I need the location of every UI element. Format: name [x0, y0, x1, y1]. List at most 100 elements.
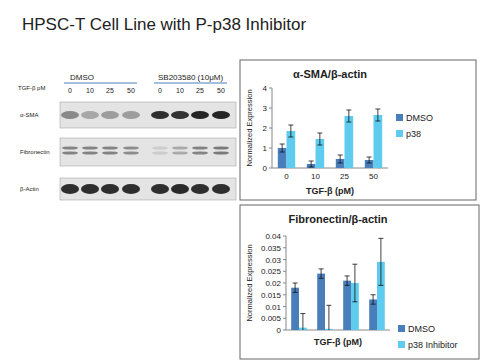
error-cap [352, 264, 357, 265]
chart: Fibronectin/β-actin00.0050.010.0150.020.… [240, 205, 479, 359]
blot-band [191, 111, 209, 119]
legend: DMSOp38 Inhibitor [398, 324, 458, 350]
y-tick-label: 0.035 [261, 244, 282, 253]
blot-band [172, 151, 188, 154]
legend-swatch [398, 325, 405, 332]
blot-band [152, 146, 168, 149]
error-bar [326, 305, 331, 330]
y-tick [283, 271, 286, 272]
error-cap [300, 313, 305, 314]
bar [345, 116, 354, 168]
blot-band [101, 111, 119, 119]
error-cap [371, 294, 376, 295]
y-tick [269, 148, 272, 149]
blot-band [172, 146, 188, 149]
error-cap [346, 122, 351, 123]
error-cap [338, 155, 343, 156]
blot-group-label: SB203580 (10μM) [158, 73, 223, 82]
chart-title: α-SMA/β-actin [293, 68, 367, 80]
error-cap [293, 283, 298, 284]
blot-membrane [60, 102, 236, 128]
error-cap [309, 161, 314, 162]
error-bar [346, 110, 351, 122]
blot-row-label: α-SMA [20, 112, 38, 118]
lane-label: 0 [158, 87, 162, 94]
legend-swatch [396, 130, 403, 137]
error-bar [288, 125, 293, 137]
chart-title: Fibronectin/β-actin [289, 213, 388, 225]
y-tick-label: 0.005 [261, 314, 282, 323]
error-cap [367, 157, 372, 158]
blot-band [62, 146, 78, 149]
legend-label: DMSO [406, 113, 433, 123]
blot-band [212, 111, 230, 119]
y-tick-label: 3 [263, 104, 268, 113]
blot-band [123, 151, 139, 154]
error-cap [352, 301, 357, 302]
blot-band [81, 184, 99, 194]
error-cap [371, 304, 376, 305]
y-tick [283, 330, 286, 331]
marks [291, 238, 385, 330]
error-cap [346, 110, 351, 111]
error-line [369, 157, 370, 163]
blot-band [192, 151, 208, 154]
blot-x-label: TGF-β pM [18, 85, 45, 91]
blot-band [192, 146, 208, 149]
legend-label: p38 Inhibitor [408, 340, 458, 350]
error-cap [338, 163, 343, 164]
error-line [321, 269, 322, 278]
error-bar [319, 269, 324, 278]
bar [291, 288, 299, 330]
blot-band [151, 184, 169, 194]
error-bar [375, 109, 380, 121]
blot-band [82, 146, 98, 149]
legend-label: p38 [406, 129, 421, 139]
error-bar [293, 283, 298, 292]
bar [369, 299, 377, 330]
y-tick [283, 294, 286, 295]
group-underline [154, 82, 227, 83]
blot-membrane [60, 178, 236, 200]
chart: α-SMA/β-actin012340102550TGF-β (pM)Norma… [240, 60, 476, 200]
error-line [348, 110, 349, 122]
x-tick-label: 0 [284, 172, 289, 181]
y-tick-label: 1 [263, 144, 268, 153]
lane-label: 50 [217, 87, 225, 94]
lane-label: 10 [86, 87, 94, 94]
x-tick-label: 50 [369, 172, 378, 181]
x-axis-label: TGF-β (pM) [314, 337, 362, 347]
slide-title: HPSC-T Cell Line with P-p38 Inhibitor [22, 15, 306, 34]
blot-band [213, 146, 229, 149]
error-line [328, 305, 329, 330]
lane-label: 0 [68, 87, 72, 94]
blot-band [61, 111, 79, 119]
blot-band [151, 111, 169, 119]
blot-band [213, 151, 229, 154]
error-cap [345, 275, 350, 276]
error-line [340, 155, 341, 163]
error-cap [317, 133, 322, 134]
error-bar [345, 276, 350, 285]
error-cap [319, 278, 324, 279]
chart-frame [240, 205, 479, 359]
error-cap [293, 292, 298, 293]
error-line [319, 133, 320, 145]
y-tick [269, 88, 272, 89]
error-line [373, 295, 374, 304]
y-tick-label: 2 [263, 124, 268, 133]
lane-label: 25 [196, 87, 204, 94]
lane-label: 50 [127, 87, 135, 94]
error-cap [319, 268, 324, 269]
blot-band [212, 184, 230, 194]
y-tick [269, 168, 272, 169]
blot-band [62, 151, 78, 154]
error-cap [280, 152, 285, 153]
bar [343, 281, 351, 330]
lane-label: 10 [176, 87, 184, 94]
error-bar [317, 133, 322, 145]
error-cap [367, 163, 372, 164]
y-tick-label: 0.04 [265, 232, 281, 241]
error-bar [280, 144, 285, 152]
y-tick [283, 236, 286, 237]
